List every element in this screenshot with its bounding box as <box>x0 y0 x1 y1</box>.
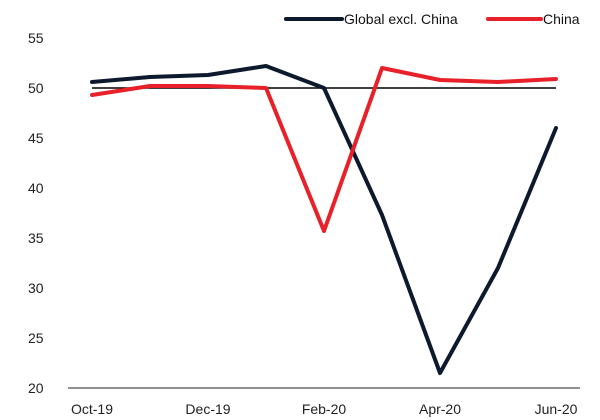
y-tick-label: 35 <box>28 230 44 246</box>
y-tick-label: 30 <box>28 280 44 296</box>
legend-label: Global excl. China <box>344 11 458 27</box>
legend: Global excl. China China <box>284 11 580 27</box>
y-tick-label: 40 <box>28 180 44 196</box>
x-tick-label: Jun-20 <box>535 401 578 417</box>
x-tick-label: Feb-20 <box>302 401 347 417</box>
y-tick-label: 25 <box>28 330 44 346</box>
x-tick-label: Dec-19 <box>185 401 230 417</box>
y-tick-label: 50 <box>28 80 44 96</box>
x-tick-label: Oct-19 <box>71 401 113 417</box>
y-tick-label: 20 <box>28 380 44 396</box>
y-tick-label: 45 <box>28 130 44 146</box>
legend-label: China <box>543 11 580 27</box>
series-lines <box>90 64 558 375</box>
series-line-global-excl-china <box>90 64 558 375</box>
series-line-china <box>90 66 558 233</box>
x-axis: Oct-19 Dec-19 Feb-20 Apr-20 Jun-20 <box>71 401 578 417</box>
y-axis: 20 25 30 35 40 45 50 55 <box>28 30 44 396</box>
y-tick-label: 55 <box>28 30 44 46</box>
x-tick-label: Apr-20 <box>419 401 461 417</box>
